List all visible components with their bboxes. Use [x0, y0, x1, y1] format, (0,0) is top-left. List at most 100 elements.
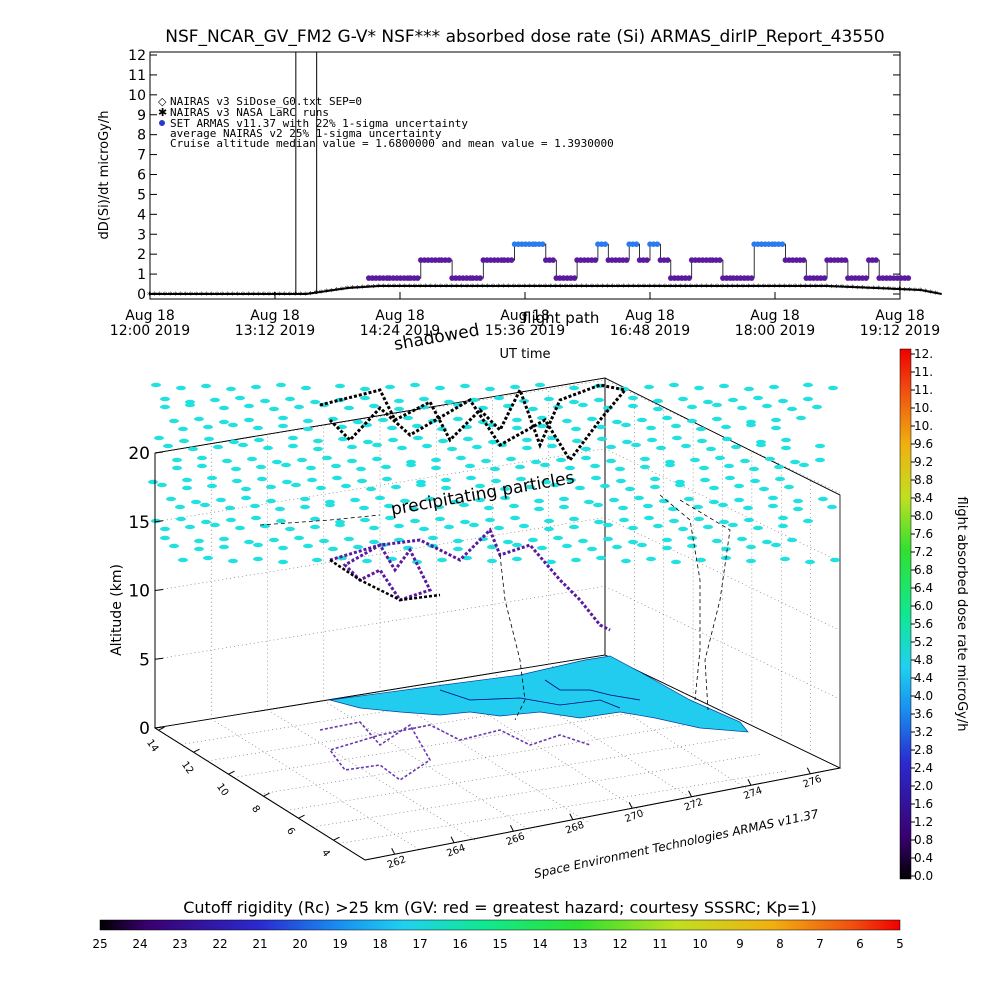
particle-marker: [194, 546, 204, 552]
particle-marker: [541, 479, 551, 485]
nairas-point: *: [689, 283, 694, 293]
nairas-point: *: [449, 283, 454, 293]
altitude-tick-label: 5: [139, 650, 150, 670]
particle-marker: [172, 457, 182, 463]
particle-marker: [191, 499, 201, 505]
nairas-point: *: [183, 291, 188, 301]
particle-marker: [722, 436, 732, 442]
particle-marker: [244, 539, 254, 545]
rigidity-colorbar-tick-label: 23: [172, 937, 187, 951]
x-tick-time: 15:36 2019: [485, 323, 565, 339]
particle-marker: [372, 442, 382, 448]
grid-line: [323, 700, 534, 833]
particle-marker: [409, 506, 419, 512]
particle-marker: [485, 386, 495, 392]
particle-marker: [584, 499, 594, 505]
descent-path: [659, 494, 701, 701]
nairas-point: *: [241, 291, 246, 301]
particle-marker: [307, 477, 317, 483]
legend: ◇ NAIRAS v3 SiDose_G0.txt SEP=0 ✱ NAIRAS…: [158, 95, 614, 150]
nairas-point: *: [397, 283, 402, 293]
nairas-point: *: [376, 283, 381, 293]
particle-marker: [403, 415, 413, 421]
y-tick-label: 10: [128, 88, 146, 104]
nairas-point: *: [371, 283, 376, 293]
nairas-point: *: [324, 288, 329, 298]
particle-marker: [594, 397, 604, 403]
dose-colorbar-tick-label: 6.0: [914, 599, 933, 613]
particle-marker: [294, 535, 304, 541]
longitude-tick-label: 264: [445, 843, 467, 860]
particle-marker: [510, 515, 520, 521]
descent-path: [499, 554, 526, 721]
particle-marker: [344, 405, 354, 411]
altitude-tick: [154, 589, 164, 591]
grid-line: [436, 682, 647, 815]
particle-marker: [251, 515, 261, 521]
annotation-precipitating-particles: precipitating particles: [389, 468, 576, 520]
particle-marker: [606, 458, 616, 464]
particle-marker: [665, 462, 675, 468]
particle-marker: [369, 525, 379, 531]
nairas-point: *: [835, 283, 840, 293]
legend-marker-0: ◇: [158, 95, 167, 108]
grid-line: [312, 753, 763, 828]
particle-marker: [419, 526, 429, 532]
nairas-point: *: [230, 291, 235, 301]
nairas-point: *: [876, 285, 881, 295]
longitude-tick: [688, 790, 693, 797]
nairas-point: *: [460, 283, 465, 293]
particle-marker: [587, 546, 597, 552]
rigidity-colorbar-tick-label: 15: [492, 937, 507, 951]
latitude-tick-label: 4: [319, 848, 332, 860]
x-tick-date: Aug 18: [500, 308, 550, 324]
armas-point: [592, 257, 599, 263]
nairas-point: *: [767, 283, 772, 293]
particle-marker: [269, 537, 279, 543]
particle-marker: [619, 517, 629, 523]
particle-marker: [515, 464, 525, 470]
particle-marker: [285, 526, 295, 532]
particle-marker: [662, 545, 672, 551]
particle-marker: [534, 506, 544, 512]
particle-marker: [600, 483, 610, 489]
particle-marker: [718, 502, 728, 508]
particle-marker: [644, 384, 654, 390]
nairas-point: *: [647, 283, 652, 293]
armas-point: [717, 257, 723, 263]
nairas-point: *: [564, 283, 569, 293]
x-tick-time: 13:12 2019: [235, 323, 315, 339]
particle-marker: [535, 382, 545, 388]
legend-entry-3: average NAIRAS v2 25% 1-sigma uncertaint…: [170, 127, 442, 140]
particle-marker: [743, 505, 753, 511]
dose-colorbar-tick-label: 8.8: [914, 473, 933, 487]
particle-marker: [690, 457, 700, 463]
particle-marker: [793, 498, 803, 504]
particle-marker: [204, 436, 214, 442]
latitude-tick-label: 8: [249, 804, 262, 816]
particle-marker: [503, 403, 513, 409]
nairas-point: *: [725, 283, 730, 293]
x-tick-date: Aug 18: [250, 308, 300, 324]
rigidity-colorbar-ticks: 25 24 23 22 21 20 19 18 17 16 15 14 13 12 11 10 9 8 7 6 5: [92, 937, 903, 951]
particle-marker: [512, 417, 522, 423]
track-flight-altitude-dark: [329, 558, 441, 602]
nairas-point: *: [590, 283, 595, 293]
top-y-axis-label: dD(Si)/dt microGy/h: [97, 111, 112, 240]
particle-marker: [263, 445, 273, 451]
particle-marker: [260, 398, 270, 404]
particle-marker: [774, 464, 784, 470]
nairas-point: *: [668, 283, 673, 293]
particle-marker: [631, 442, 641, 448]
descent-path: [679, 499, 731, 711]
particle-marker: [469, 522, 479, 528]
particle-marker: [650, 476, 660, 482]
top-x-axis-label: UT time: [500, 347, 551, 362]
dose-colorbar-tick-label: 3.2: [914, 725, 933, 739]
particle-marker: [356, 466, 366, 472]
nairas-point: *: [194, 291, 199, 301]
dose-colorbar-ticks: 0.0 0.4 0.8 1.2 1.6 2.0 2.4 2.8 3.2 3.6 4.0 4.4 4.8 5…: [911, 347, 933, 883]
nairas-point: *: [756, 283, 761, 293]
particle-marker: [487, 558, 497, 564]
altitude-tick: [154, 657, 164, 660]
